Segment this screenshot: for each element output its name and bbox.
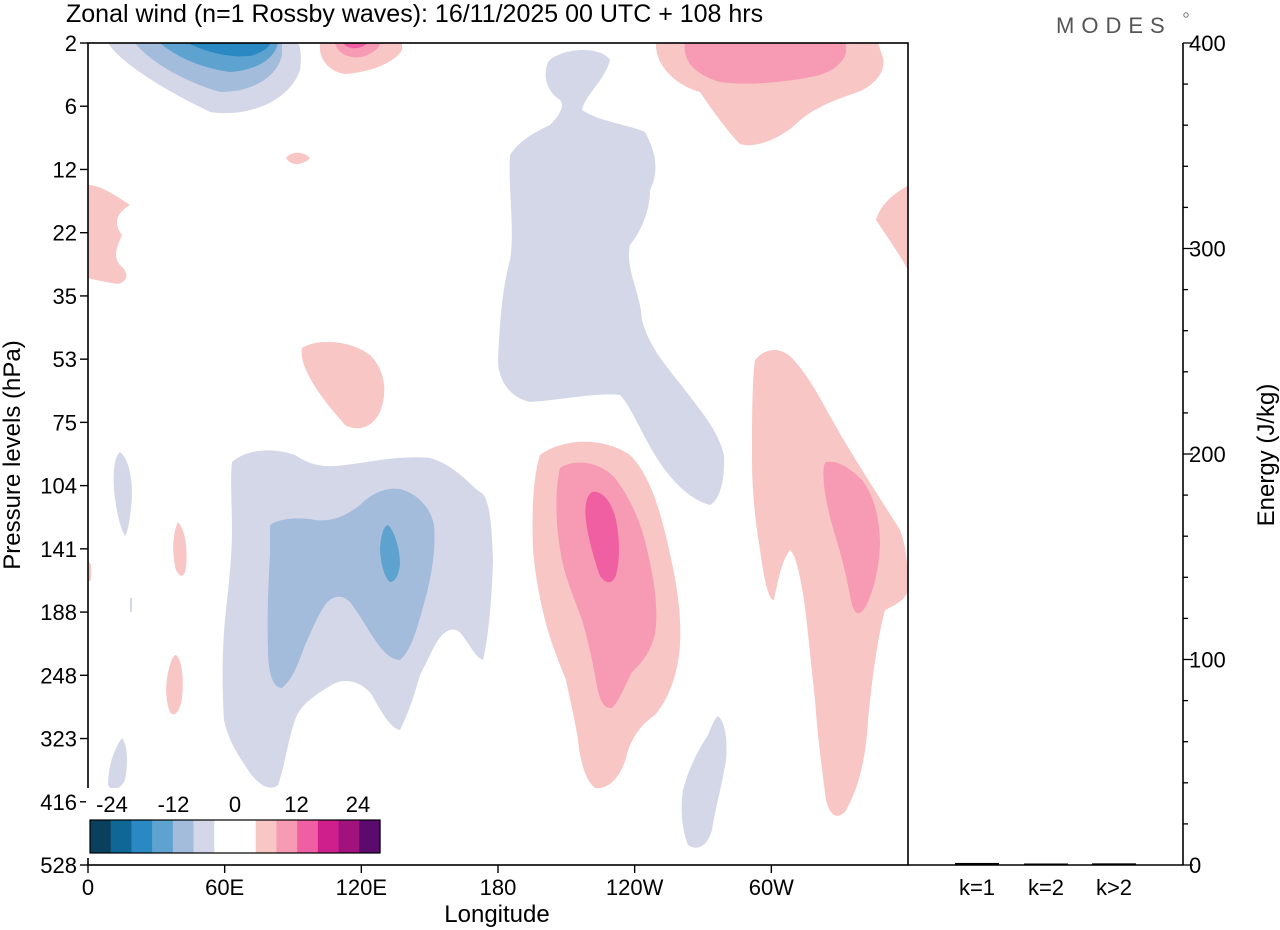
colorbar-swatch [255, 820, 278, 853]
contour-pos-1-right-edge [876, 186, 908, 270]
contour-pos-2-top-center [335, 43, 380, 58]
y-tick-label: 75 [53, 410, 77, 435]
y-tick-label: 188 [40, 600, 77, 625]
y-tick-label: 141 [40, 537, 77, 562]
colorbar-outline [89, 819, 381, 854]
y-tick-label: 6 [65, 94, 77, 119]
x-axis-label: Longitude [444, 901, 549, 928]
contour-neg-1-center-large [222, 450, 493, 788]
colorbar-labels: -24 -12 0 12 24 [96, 792, 370, 817]
brand-registered-mark [1183, 12, 1189, 18]
contour-pos-2-top-right [684, 43, 847, 84]
contour-neg-1-tiny [130, 598, 132, 612]
y-right-tick-label: 200 [1189, 442, 1226, 467]
y-right-tick-label: 300 [1189, 237, 1226, 262]
colorbar-swatch [110, 820, 133, 853]
contour-neg-3-center [380, 525, 400, 582]
colorbar-swatch [172, 820, 195, 853]
colorbar-swatch [359, 820, 381, 853]
y-tick-label: 248 [40, 663, 77, 688]
y-right-tick-label: 0 [1189, 853, 1201, 878]
contour-neg-1-small-1 [113, 452, 132, 536]
y-axis-right-label: Energy (J/kg) [1253, 384, 1280, 527]
contour-neg-1-small-2 [108, 738, 127, 790]
y-axis-right: 0 100 200 300 400 [1183, 31, 1226, 878]
contour-neg-1-bottom-right [681, 716, 727, 848]
chart-title: Zonal wind (n=1 Rossby waves): 16/11/202… [66, 0, 763, 28]
bar-category-label: k=1 [959, 875, 995, 900]
contour-pos-1-small-2 [166, 655, 183, 715]
bar-category-label: k=2 [1028, 875, 1064, 900]
y-right-tick-label: 100 [1189, 648, 1226, 673]
bar-x-axis: k=1 k=2 k>2 [959, 875, 1132, 900]
y-tick-label: 35 [53, 284, 77, 309]
x-tick-label: 120W [606, 875, 664, 900]
y-axis-label: Pressure levels (hPa) [0, 340, 26, 569]
energy-bar-k-1 [955, 862, 999, 865]
contour-panel: 2 6 12 22 35 53 75 104 141 188 248 323 416 528 0 60E 12… [0, 31, 909, 928]
contour-pos-3-top-center [343, 43, 368, 49]
x-tick-label: 0 [82, 875, 94, 900]
x-tick-label: 180 [480, 875, 517, 900]
x-tick-label: 60W [749, 875, 794, 900]
y-right-tick-label: 400 [1189, 31, 1226, 56]
colorbar-swatch [235, 820, 257, 853]
contour-pos-2-right [823, 461, 880, 614]
energy-bar-panel: 0 100 200 300 400 k=1 k=2 k>2 Energy (J/kg) [908, 31, 1280, 900]
colorbar-swatch [317, 820, 340, 853]
colorbar-tick-label: 0 [229, 792, 241, 817]
contour-pos-1-left-edge [88, 185, 130, 284]
contour-pos-1-mid-left [301, 341, 385, 429]
colorbar-tick-label: -12 [158, 792, 190, 817]
colorbar-swatch [131, 820, 153, 853]
y-tick-label: 104 [40, 474, 77, 499]
colorbar-swatch [193, 820, 215, 853]
x-tick-label: 60E [205, 875, 244, 900]
colorbar-swatches [89, 819, 381, 854]
energy-bar-kgt2 [1092, 863, 1136, 865]
energy-bar-k-2 [1024, 863, 1068, 865]
brand-logo: MODES [1056, 13, 1172, 38]
x-axis: 0 60E 120E 180 120W 60W [82, 865, 794, 900]
contour-pos-2-center-right [556, 462, 657, 709]
contour-pos-1-small-blob [286, 152, 310, 165]
y-tick-label: 323 [40, 727, 77, 752]
y-tick-label: 416 [40, 790, 77, 815]
energy-bars [955, 862, 1136, 865]
contour-pos-1-small-1 [173, 522, 187, 576]
contour-neg-4-top-left [188, 43, 270, 57]
colorbar-swatch [297, 820, 319, 853]
colorbar-swatch [214, 820, 236, 853]
y-tick-label: 53 [53, 347, 77, 372]
y-axis-left: 2 6 12 22 35 53 75 104 141 188 248 323 416 528 [40, 31, 88, 878]
colorbar-swatch [276, 820, 298, 853]
x-tick-label: 120E [336, 875, 387, 900]
contour-neg-1-top-center [498, 50, 725, 505]
colorbar-tick-label: 24 [346, 792, 370, 817]
y-tick-label: 12 [53, 157, 77, 182]
y-tick-label: 528 [40, 853, 77, 878]
colorbar-swatch [90, 820, 112, 853]
colorbar-swatch [338, 820, 360, 853]
contour-fills [88, 43, 908, 848]
y-tick-label: 2 [65, 31, 77, 56]
contour-pos-1-right-large [752, 349, 908, 816]
colorbar-tick-label: -24 [96, 792, 128, 817]
colorbar-legend: -24 -12 0 12 24 [86, 788, 384, 858]
colorbar-tick-label: 12 [284, 792, 308, 817]
contour-pos-3-center-right [585, 491, 619, 583]
bar-category-label: k>2 [1096, 875, 1132, 900]
colorbar-swatch [152, 820, 174, 853]
y-tick-label: 22 [53, 221, 77, 246]
